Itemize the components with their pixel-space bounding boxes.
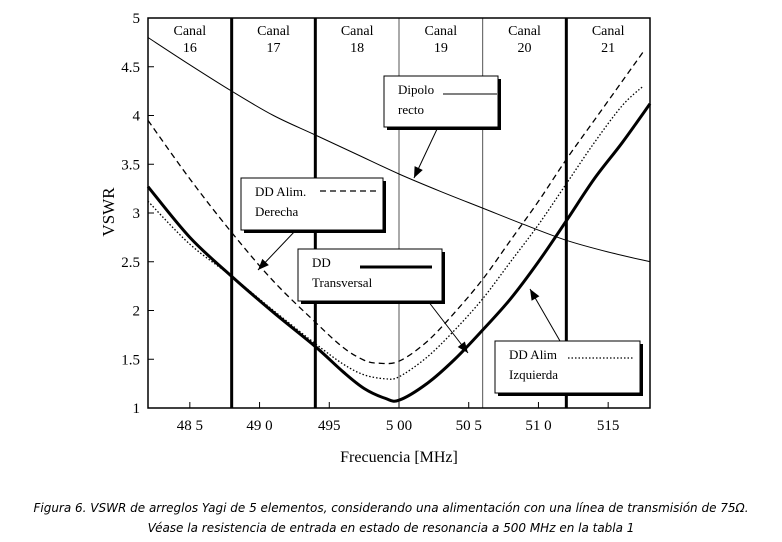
- x-tick-label: 515: [597, 418, 620, 434]
- legend-box: [240, 177, 384, 231]
- channel-label-layer: Canal 16 Canal 17 Canal 18 Canal 19 Canal 20 Canal…: [174, 24, 625, 56]
- legend-label-line-1: DD Alim.: [255, 184, 306, 199]
- y-tick-label: 4: [133, 109, 141, 125]
- x-tick-label: 5 00: [386, 418, 412, 434]
- tick-layer: 1 1.5 2 2.5 3 3.5 4 4.5 5 48 5 49 0 495 5 00 50 5 51 0…: [121, 11, 619, 434]
- y-tick-label: 2.5: [121, 255, 140, 271]
- y-tick-label: 5: [133, 11, 141, 27]
- caption-line-1: Figura 6. VSWR de arreglos Yagi de 5 ele…: [33, 501, 749, 515]
- legend-label-line-2: recto: [398, 102, 424, 117]
- legend-dd-transversal: DD Transversal: [297, 248, 469, 354]
- channel-label: Canal: [508, 24, 541, 39]
- y-tick-label: 3: [133, 206, 141, 222]
- legend-label-line-2: Transversal: [312, 275, 373, 290]
- legend-pointer-arrowhead: [258, 258, 269, 270]
- x-tick-label: 495: [318, 418, 341, 434]
- legend-label-line-1: Dipolo: [398, 82, 434, 97]
- channel-number: 18: [350, 41, 364, 56]
- series-line-dd-transversal: [146, 102, 652, 403]
- legend-dd-alim-derecha: DD Alim. Derecha: [240, 177, 386, 271]
- channel-number: 21: [601, 41, 615, 56]
- series-line-dd-alim-derecha: [147, 51, 644, 365]
- x-axis-title: Frecuencia [MHz]: [340, 449, 458, 466]
- y-tick-label: 1: [133, 401, 141, 417]
- legend-dd-alim-izquierda: DD Alim Izquierda: [494, 288, 643, 396]
- legend-dipolo-recto: Dipolo recto: [383, 75, 501, 179]
- channel-label: Canal: [425, 24, 458, 39]
- channel-number: 17: [267, 41, 281, 56]
- legend-label-line-1: DD Alim: [509, 347, 557, 362]
- channel-label: Canal: [592, 24, 625, 39]
- y-axis-title: VSWR: [99, 187, 118, 237]
- channel-label: Canal: [174, 24, 207, 39]
- legend-label-line-2: Derecha: [255, 204, 299, 219]
- y-tick-label: 3.5: [121, 157, 140, 173]
- legend-box: [297, 248, 443, 302]
- channel-number: 20: [518, 41, 532, 56]
- series-line-dd-alim-izquierda: [147, 85, 644, 380]
- channel-number: 16: [183, 41, 197, 56]
- x-tick-label: 48 5: [177, 418, 203, 434]
- caption-line-2: Véase la resistencia de entrada en estad…: [147, 521, 635, 535]
- legend-label-line-2: Izquierda: [509, 367, 558, 382]
- legend-box: [494, 340, 641, 394]
- y-tick-label: 4.5: [121, 60, 140, 76]
- legend-pointer-arrowhead: [530, 289, 540, 301]
- channel-label: Canal: [341, 24, 374, 39]
- series-line-dipolo-recto: [147, 37, 651, 263]
- channel-number: 19: [434, 41, 448, 56]
- legend-label-line-1: DD: [312, 255, 331, 270]
- series-layer: [146, 37, 652, 403]
- legend-pointer-arrowhead: [414, 166, 423, 178]
- y-tick-label: 2: [133, 304, 141, 320]
- channel-label: Canal: [257, 24, 290, 39]
- legend-box: [383, 75, 499, 128]
- x-tick-label: 51 0: [525, 418, 551, 434]
- y-tick-label: 1.5: [121, 352, 140, 368]
- x-tick-label: 50 5: [456, 418, 482, 434]
- legend-pointer-arrowhead: [457, 341, 468, 353]
- x-tick-label: 49 0: [246, 418, 272, 434]
- figure-caption: Figura 6. VSWR de arreglos Yagi de 5 ele…: [0, 498, 782, 538]
- vswr-chart: 1 1.5 2 2.5 3 3.5 4 4.5 5 48 5 49 0 495 5 00 50 5 51 0…: [99, 11, 652, 466]
